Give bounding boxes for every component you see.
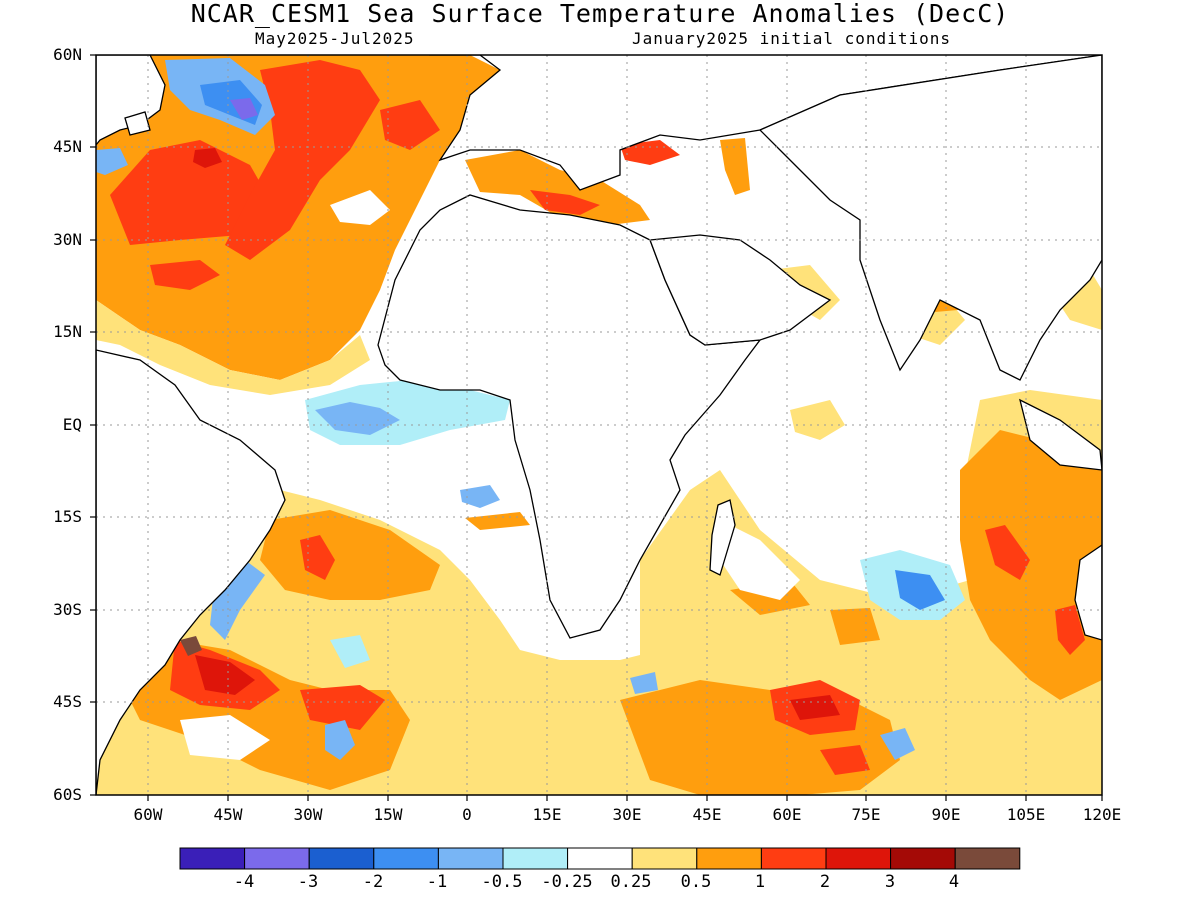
lon-label: 60E bbox=[772, 805, 802, 824]
coastlines bbox=[96, 55, 1102, 795]
lat-label: 30N bbox=[53, 230, 82, 249]
anomaly-region bbox=[1055, 605, 1085, 655]
lat-label: 60S bbox=[53, 785, 82, 804]
anomaly-field bbox=[96, 55, 1102, 795]
colorbar bbox=[179, 847, 1021, 870]
anomaly-region bbox=[315, 402, 400, 435]
lon-label: 30E bbox=[612, 805, 642, 824]
anomaly-region bbox=[150, 260, 220, 290]
colorbar-swatch bbox=[890, 847, 956, 870]
anomaly-region bbox=[180, 636, 202, 656]
anomaly-region bbox=[380, 100, 440, 150]
anomaly-region bbox=[330, 190, 390, 225]
lat-label: 60N bbox=[53, 45, 82, 64]
colorbar-swatch bbox=[954, 847, 1021, 870]
anomaly-region bbox=[330, 635, 370, 668]
anomaly-region bbox=[790, 695, 840, 720]
colorbar-label: 3 bbox=[884, 872, 896, 892]
southeast-asia-islands-coastline bbox=[1019, 398, 1102, 471]
colorbar-label: -3 bbox=[297, 872, 319, 892]
colorbar-swatch bbox=[825, 847, 892, 870]
madagascar-coastline bbox=[709, 499, 736, 576]
anomaly-region bbox=[193, 148, 222, 168]
anomaly-region bbox=[260, 510, 440, 600]
arabia-coastline bbox=[649, 234, 832, 346]
lon-label: 90E bbox=[931, 805, 961, 824]
anomaly-region bbox=[325, 720, 355, 760]
axis-ticks bbox=[90, 54, 1103, 801]
colorbar-swatch bbox=[244, 847, 310, 870]
initial-conditions: January2025 initial conditions bbox=[632, 29, 951, 48]
colorbar-swatch bbox=[696, 847, 762, 870]
colorbar-swatch bbox=[760, 847, 827, 870]
anomaly-region bbox=[895, 570, 945, 610]
lon-label: 60W bbox=[133, 805, 163, 824]
lon-label: 75E bbox=[851, 805, 881, 824]
anomaly-region bbox=[820, 745, 870, 775]
lat-label: 45N bbox=[53, 137, 82, 156]
anomaly-region bbox=[630, 672, 658, 694]
colorbar-label: 4 bbox=[948, 872, 960, 892]
colorbar-swatch bbox=[631, 847, 698, 870]
anomaly-region bbox=[96, 300, 370, 395]
anomaly-region bbox=[195, 655, 255, 695]
colorbar-label: -1 bbox=[426, 872, 448, 892]
colorbar-label: 0.5 bbox=[680, 872, 712, 892]
anomaly-region bbox=[880, 728, 915, 760]
anomaly-region bbox=[465, 150, 650, 225]
anomaly-region bbox=[300, 535, 335, 580]
colorbar-label: 1 bbox=[754, 872, 766, 892]
colorbar-label: -0.25 bbox=[541, 872, 593, 892]
anomaly-region bbox=[110, 140, 270, 245]
anomaly-region bbox=[180, 715, 270, 760]
colorbar-label: -4 bbox=[233, 872, 255, 892]
colorbar-swatch bbox=[308, 847, 375, 870]
africa-coastline bbox=[377, 194, 762, 639]
colorbar-label: -0.5 bbox=[481, 872, 523, 892]
colorbar-swatch bbox=[373, 847, 439, 870]
colorbar-label: -2 bbox=[362, 872, 384, 892]
lon-label: 30W bbox=[293, 805, 323, 824]
colorbar-swatch bbox=[567, 847, 633, 870]
anomaly-region bbox=[230, 98, 258, 120]
anomaly-region bbox=[830, 608, 880, 645]
anomaly-region bbox=[720, 138, 750, 195]
lat-label: 15N bbox=[53, 322, 82, 341]
colorbar-label: 0.25 bbox=[610, 872, 652, 892]
map-title: NCAR_CESM1 Sea Surface Temperature Anoma… bbox=[190, 0, 1010, 28]
anomaly-region bbox=[720, 520, 800, 600]
anomaly-region bbox=[620, 140, 680, 165]
anomaly-region bbox=[460, 485, 500, 508]
colorbar-swatch bbox=[179, 847, 246, 870]
anomaly-region bbox=[465, 512, 530, 530]
australia-coastline bbox=[1074, 544, 1102, 641]
lat-label: EQ bbox=[62, 415, 82, 434]
lon-label: 105E bbox=[1006, 805, 1046, 824]
lon-label: 15W bbox=[373, 805, 403, 824]
asia-coastline bbox=[758, 55, 1102, 381]
forecast-period: May2025-Jul2025 bbox=[255, 29, 415, 48]
lat-label: 45S bbox=[53, 692, 82, 711]
lon-label: 0 bbox=[462, 805, 472, 824]
south-america-coastline bbox=[96, 349, 286, 795]
lat-label: 30S bbox=[53, 600, 82, 619]
lon-label: 45E bbox=[692, 805, 722, 824]
lon-label: 120E bbox=[1082, 805, 1122, 824]
lon-label: 15E bbox=[532, 805, 562, 824]
north-america-coastline bbox=[124, 111, 151, 136]
anomaly-region bbox=[300, 685, 385, 730]
lon-label: 45W bbox=[213, 805, 243, 824]
lat-label: 15S bbox=[53, 507, 82, 526]
anomaly-region bbox=[225, 60, 380, 260]
anomaly-region bbox=[985, 525, 1030, 580]
graticule bbox=[96, 55, 1102, 795]
colorbar-swatch bbox=[502, 847, 569, 870]
colorbar-swatch bbox=[437, 847, 504, 870]
anomaly-region bbox=[790, 400, 845, 440]
anomaly-region bbox=[96, 148, 128, 175]
colorbar-label: 2 bbox=[819, 872, 831, 892]
